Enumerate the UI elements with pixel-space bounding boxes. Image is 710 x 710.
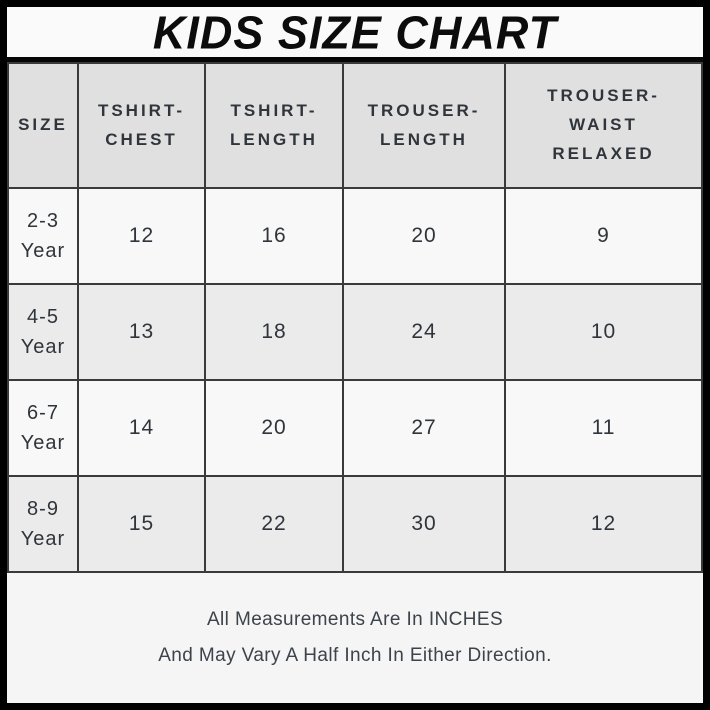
trouser-length-value: 20 — [342, 187, 506, 285]
footer-line-variance: And May Vary A Half Inch In Either Direc… — [158, 645, 552, 666]
page-title: KIDS SIZE CHART — [152, 7, 558, 59]
title-band: KIDS SIZE CHART — [7, 7, 703, 62]
table-head: SIZE TSHIRT- CHEST TSHIRT- LENGTH TROUSE… — [7, 62, 703, 189]
trouser-length-value: 24 — [342, 283, 506, 381]
tshirt-length-value: 22 — [204, 475, 344, 573]
column-header-size: SIZE — [7, 62, 79, 189]
size-label: 2-3 Year — [7, 187, 79, 285]
column-header-trouser-waist-relaxed: TROUSER- WAIST RELAXED — [504, 62, 703, 189]
tshirt-length-value: 20 — [204, 379, 344, 477]
column-header-tshirt-chest: TSHIRT- CHEST — [77, 62, 206, 189]
trouser-length-value: 30 — [342, 475, 506, 573]
trouser-waist-relaxed-value: 11 — [504, 379, 703, 477]
trouser-waist-relaxed-value: 12 — [504, 475, 703, 573]
tshirt-chest-value: 15 — [77, 475, 206, 573]
trouser-waist-relaxed-value: 9 — [504, 187, 703, 285]
tshirt-chest-value: 12 — [77, 187, 206, 285]
column-header-trouser-length: TROUSER- LENGTH — [342, 62, 506, 189]
table-header-row: SIZE TSHIRT- CHEST TSHIRT- LENGTH TROUSE… — [7, 62, 703, 189]
table-body: 2-3 Year 12 16 20 9 4-5 Year 13 18 24 10… — [7, 187, 703, 573]
tshirt-chest-value: 13 — [77, 283, 206, 381]
tshirt-length-value: 16 — [204, 187, 344, 285]
trouser-waist-relaxed-value: 10 — [504, 283, 703, 381]
footer-note: All Measurements Are In INCHES And May V… — [7, 573, 703, 703]
column-header-tshirt-length: TSHIRT- LENGTH — [204, 62, 344, 189]
table-row-4-5-year: 4-5 Year 13 18 24 10 — [7, 283, 703, 381]
table-row-2-3-year: 2-3 Year 12 16 20 9 — [7, 187, 703, 285]
tshirt-chest-value: 14 — [77, 379, 206, 477]
size-label: 8-9 Year — [7, 475, 79, 573]
size-label: 6-7 Year — [7, 379, 79, 477]
kids-size-table: SIZE TSHIRT- CHEST TSHIRT- LENGTH TROUSE… — [7, 62, 703, 573]
trouser-length-value: 27 — [342, 379, 506, 477]
footer-line-units: All Measurements Are In INCHES — [206, 609, 504, 630]
tshirt-length-value: 18 — [204, 283, 344, 381]
table-row-6-7-year: 6-7 Year 14 20 27 11 — [7, 379, 703, 477]
table-row-8-9-year: 8-9 Year 15 22 30 12 — [7, 475, 703, 573]
size-label: 4-5 Year — [7, 283, 79, 381]
